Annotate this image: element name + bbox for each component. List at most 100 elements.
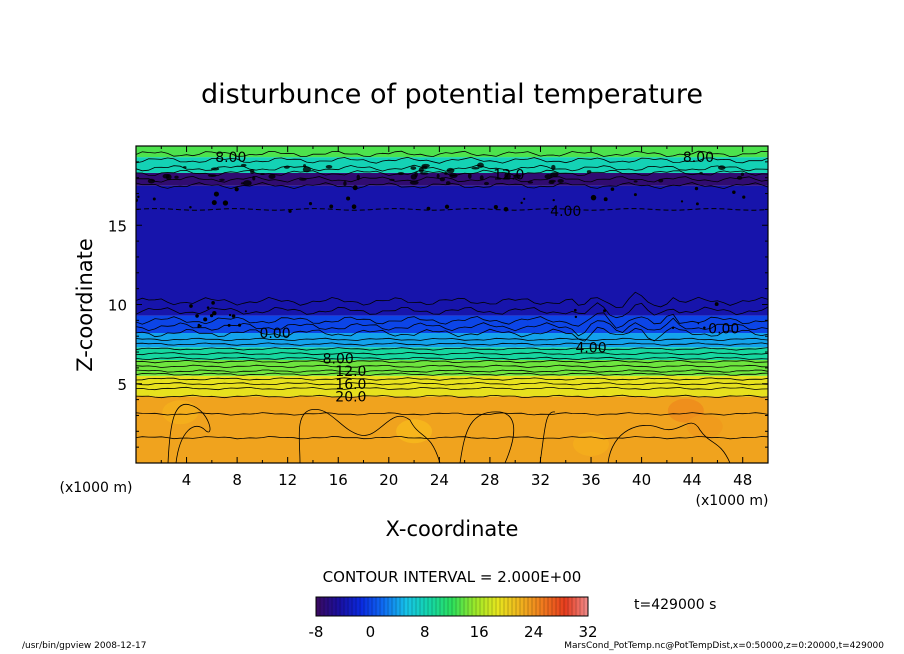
contour-label: 4.00 bbox=[575, 340, 606, 356]
vortex-spot bbox=[680, 200, 684, 203]
vortex-spot bbox=[703, 326, 706, 329]
vortex-spot bbox=[147, 178, 156, 184]
vortex-spot bbox=[209, 314, 214, 318]
y-tick-label: 10 bbox=[108, 297, 127, 315]
vortex-spot bbox=[527, 181, 534, 184]
vortex-spot bbox=[493, 205, 498, 210]
contour-line bbox=[136, 342, 768, 346]
vortex-spot bbox=[329, 204, 334, 209]
contour-line bbox=[136, 175, 768, 183]
contour-line bbox=[136, 156, 768, 164]
vortex-spot bbox=[603, 197, 608, 202]
contour-line bbox=[136, 372, 768, 376]
vortex-spot bbox=[610, 187, 615, 191]
vortex-spot bbox=[467, 173, 472, 179]
vortex-spot bbox=[574, 315, 578, 319]
vortex-spot bbox=[244, 310, 247, 313]
vortex-spot bbox=[137, 195, 140, 199]
contour-label: 8.00 bbox=[323, 351, 354, 367]
colorbar-tick-label: 8 bbox=[420, 623, 430, 641]
vortex-spot bbox=[479, 175, 484, 181]
vortex-spot bbox=[243, 180, 252, 187]
contour-band-4 bbox=[136, 333, 768, 348]
contour-label: 20.0 bbox=[335, 389, 366, 405]
warm-patch bbox=[686, 414, 723, 439]
x-tick-label: 48 bbox=[733, 471, 752, 489]
y-axis-label: Z-coordinate bbox=[73, 238, 97, 372]
vortex-spot bbox=[299, 178, 307, 181]
vortex-spot bbox=[213, 191, 219, 197]
vortex-spot bbox=[520, 201, 523, 204]
vortex-spot bbox=[288, 209, 292, 213]
contour-line bbox=[298, 408, 441, 463]
vortex-spot bbox=[222, 200, 229, 206]
contour-line bbox=[167, 403, 211, 463]
x-tick-label: 32 bbox=[531, 471, 550, 489]
vortex-spot bbox=[410, 174, 417, 180]
contour-band-0 bbox=[136, 396, 768, 463]
contour-line bbox=[136, 337, 768, 341]
vortex-spot bbox=[444, 204, 450, 209]
contour-label: 12.0 bbox=[335, 364, 366, 380]
vortex-spot bbox=[523, 197, 526, 200]
vortex-spot bbox=[695, 202, 699, 206]
vortex-spot bbox=[544, 174, 553, 180]
contour-line bbox=[136, 326, 768, 342]
vortex-spot bbox=[410, 166, 417, 170]
contour-line bbox=[136, 364, 768, 369]
vortex-spot bbox=[206, 306, 210, 309]
vortex-spot bbox=[351, 204, 357, 210]
vortex-spot bbox=[211, 200, 217, 206]
vortex-spot bbox=[694, 186, 699, 191]
vortex-spot bbox=[211, 301, 215, 305]
vortex-spot bbox=[325, 164, 333, 169]
vortex-spot bbox=[240, 182, 245, 185]
y-axis-ticks: 5 10 15 bbox=[108, 161, 768, 448]
x-tick-label: 40 bbox=[632, 471, 651, 489]
vortex-spot bbox=[189, 304, 193, 308]
y-tick-label: 15 bbox=[108, 217, 127, 235]
vortex-spot bbox=[346, 196, 351, 201]
colorbar-segments bbox=[319, 597, 585, 616]
vortex-spot bbox=[484, 181, 489, 186]
vortex-spot bbox=[343, 181, 347, 186]
vortex-spot bbox=[633, 193, 637, 197]
vortex-spot bbox=[590, 194, 597, 201]
contour-label: 4.00 bbox=[550, 204, 581, 220]
vortex-spot bbox=[557, 179, 564, 184]
vortex-spot bbox=[732, 190, 736, 194]
contour-lines bbox=[136, 150, 768, 463]
vortex-spot bbox=[471, 166, 480, 170]
contour-line bbox=[459, 411, 515, 463]
colorbar-tick-label: 32 bbox=[578, 623, 597, 641]
contour-label: 8.00 bbox=[215, 150, 246, 166]
contour-label: 16.0 bbox=[335, 377, 366, 393]
vortex-spot bbox=[268, 174, 276, 180]
time-label: t=429000 s bbox=[634, 597, 716, 613]
contour-band-5 bbox=[136, 315, 768, 334]
contour-line bbox=[136, 291, 768, 309]
contour-fill bbox=[136, 146, 768, 463]
vortex-spot bbox=[195, 314, 199, 318]
x-tick-label: 28 bbox=[480, 471, 499, 489]
x-tick-label: 44 bbox=[683, 471, 702, 489]
y-tick-label: 5 bbox=[117, 376, 127, 394]
x-unit-left: (x1000 m) bbox=[60, 480, 133, 496]
x-tick-label: 4 bbox=[182, 471, 192, 489]
vortex-spot bbox=[740, 172, 745, 177]
x-tick-label: 8 bbox=[232, 471, 242, 489]
contour-line bbox=[136, 150, 768, 158]
x-tick-label: 24 bbox=[430, 471, 449, 489]
colorbar-tick-label: -8 bbox=[309, 623, 324, 641]
contour-label: 8.00 bbox=[683, 150, 714, 166]
vortex-spot bbox=[714, 302, 719, 306]
vortex-spot bbox=[436, 173, 440, 179]
contour-line bbox=[136, 394, 768, 399]
vortex-spot bbox=[504, 172, 508, 179]
vortex-spot bbox=[219, 178, 225, 181]
vortex-spot bbox=[165, 174, 172, 181]
contour-label: 0.00 bbox=[259, 326, 290, 342]
vortex-spot bbox=[174, 175, 179, 179]
x-tick-label: 36 bbox=[581, 471, 600, 489]
